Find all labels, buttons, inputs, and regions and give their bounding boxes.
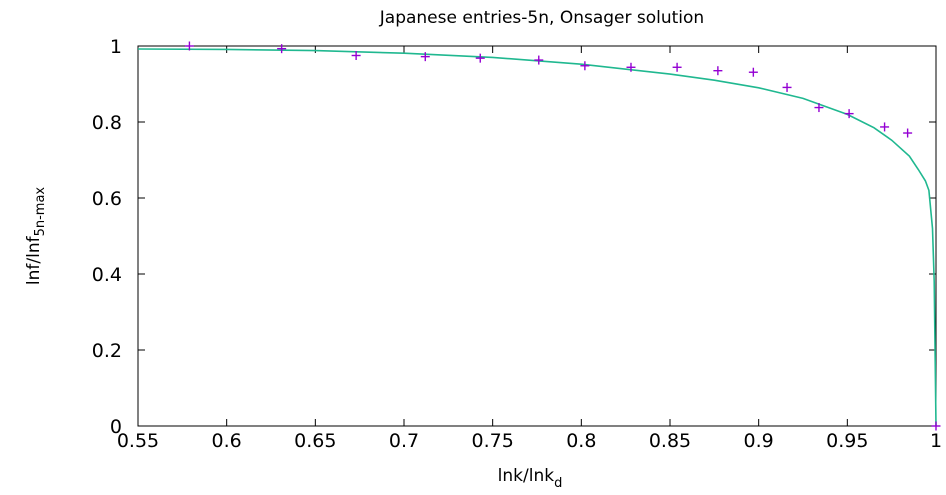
plot-frame [137, 45, 937, 427]
x-axis-label: lnk/lnkd [498, 466, 563, 491]
data-point [351, 51, 361, 60]
y-tick-label: 0.8 [92, 112, 122, 134]
x-tick-label: 0.85 [649, 430, 691, 452]
data-point [713, 66, 723, 76]
y-axis-label-subscript: 5n-max [33, 187, 48, 237]
x-tick-label: 0.9 [744, 430, 774, 452]
data-point [475, 53, 485, 63]
y-tick-label: 1 [110, 36, 122, 58]
x-tick-label: 0.55 [117, 430, 159, 452]
data-point [931, 421, 941, 431]
data-point [672, 62, 682, 72]
y-tick-label: 0 [110, 416, 122, 438]
data-point [903, 128, 913, 138]
y-tick-label: 0.2 [92, 340, 122, 362]
data-point [814, 103, 824, 113]
data-point [626, 62, 636, 72]
x-tick-label: 0.75 [472, 430, 514, 452]
data-point [880, 122, 890, 132]
y-axis-ticks: 0 0.2 0.4 0.6 0.8 1 [92, 36, 936, 438]
data-points [184, 41, 941, 431]
x-tick-label: 0.65 [294, 430, 336, 452]
x-tick-label: 0.6 [212, 430, 242, 452]
y-tick-label: 0.6 [92, 188, 122, 210]
data-point [782, 82, 792, 92]
y-axis-label: lnf/lnf5n-max [24, 187, 48, 286]
data-point [534, 55, 544, 65]
data-point [184, 41, 194, 51]
data-point [277, 44, 287, 54]
x-axis-ticks: 0.55 0.6 0.65 0.7 0.75 0.8 0.85 0.9 0.95 1 [117, 46, 942, 452]
data-point [748, 67, 758, 77]
x-axis-label-subscript: d [554, 476, 562, 491]
x-tick-label: 1 [930, 430, 942, 452]
x-tick-label: 0.7 [389, 430, 419, 452]
data-point [844, 109, 854, 119]
x-tick-label: 0.95 [826, 430, 868, 452]
chart-title: Japanese entries-5n, Onsager solution [379, 8, 704, 28]
fit-curve [137, 48, 937, 427]
data-point [420, 52, 430, 62]
x-tick-label: 0.8 [566, 430, 596, 452]
y-tick-label: 0.4 [92, 264, 122, 286]
data-point [580, 61, 590, 71]
fit-curve-line [137, 48, 937, 427]
x-axis-label-main: lnk/lnk [498, 466, 555, 486]
y-axis-label-main: lnf/lnf [24, 235, 44, 285]
